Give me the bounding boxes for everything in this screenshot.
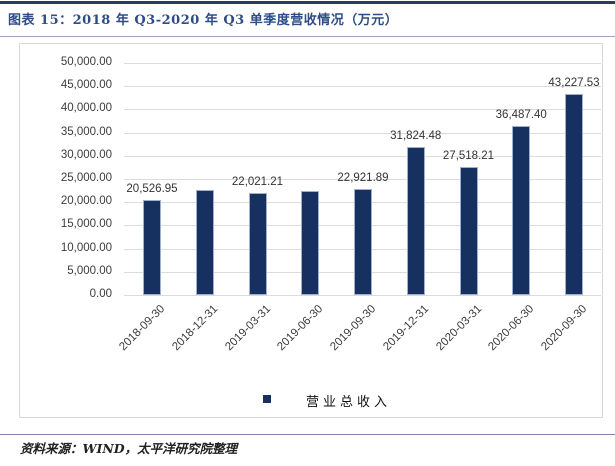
y-axis-tick-label: 50,000.00 bbox=[60, 56, 112, 68]
bar bbox=[459, 167, 478, 295]
y-axis-tick-label: 30,000.00 bbox=[60, 148, 112, 161]
y-axis-tick-label: 45,000.00 bbox=[60, 79, 112, 92]
bar-data-label: 20,526.95 bbox=[126, 182, 178, 195]
footer-divider bbox=[0, 434, 615, 435]
x-axis-tick-label: 2019-12-31 bbox=[381, 303, 432, 354]
y-axis-tick-label: 40,000.00 bbox=[60, 102, 112, 115]
bar-data-label: 27,518.21 bbox=[442, 150, 495, 163]
x-axis-tick-label: 2020-03-31 bbox=[433, 303, 484, 354]
gridline bbox=[124, 109, 601, 111]
gridline bbox=[124, 86, 601, 88]
x-axis-tick-label: 2018-12-31 bbox=[170, 303, 221, 354]
bar bbox=[565, 94, 583, 295]
bar bbox=[512, 125, 531, 295]
gridline bbox=[124, 179, 601, 180]
legend-square-marker bbox=[263, 395, 271, 403]
y-axis-tick-label: 10,000.00 bbox=[60, 241, 112, 254]
y-axis-tick-label: 0.00 bbox=[89, 288, 112, 300]
chart-legend: 营业总收入 bbox=[20, 391, 602, 409]
bar bbox=[195, 190, 214, 295]
bar-data-label: 31,824.48 bbox=[390, 130, 442, 143]
gridline bbox=[124, 295, 601, 296]
bar bbox=[354, 188, 372, 295]
y-axis-tick-label: 15,000.00 bbox=[60, 218, 112, 231]
figure-caption: 图表 15：2018 年 Q3-2020 年 Q3 单季度营收情况（万元） bbox=[8, 13, 399, 28]
y-axis-tick-label: 35,000.00 bbox=[60, 125, 112, 138]
source-note: 资料来源：WIND，太平洋研究院整理 bbox=[20, 441, 238, 456]
x-axis-tick-label: 2018-09-30 bbox=[117, 303, 168, 354]
x-axis-tick-label: 2019-03-31 bbox=[222, 303, 273, 354]
x-axis-tick-label: 2020-06-30 bbox=[486, 303, 537, 354]
bar bbox=[248, 192, 267, 295]
gridline bbox=[124, 155, 601, 157]
chart-panel: 营业总收入 0.00 5,000.00 10,000.00 15,000.00 20,0… bbox=[19, 43, 603, 418]
y-axis-tick-label: 20,000.00 bbox=[60, 195, 112, 208]
y-axis-tick-label: 5,000.00 bbox=[67, 264, 112, 277]
x-axis-tick-label: 2019-09-30 bbox=[328, 303, 379, 354]
bar-data-label: 22,021.21 bbox=[231, 175, 284, 188]
gridline bbox=[124, 63, 601, 64]
bar bbox=[406, 147, 425, 295]
x-axis-tick-label: 2019-06-30 bbox=[275, 303, 326, 354]
bar-data-label: 43,227.53 bbox=[548, 77, 600, 90]
gridline bbox=[124, 132, 601, 134]
bar bbox=[301, 190, 320, 295]
bar bbox=[143, 199, 161, 295]
legend-label: 营业总收入 bbox=[306, 394, 392, 409]
bar-data-label: 22,921.89 bbox=[337, 171, 389, 184]
top-divider bbox=[0, 1, 615, 4]
bar-data-label: 36,487.40 bbox=[495, 108, 547, 121]
caption-divider bbox=[0, 36, 615, 37]
x-axis-tick-label: 2020-09-30 bbox=[539, 303, 590, 354]
y-axis-tick-label: 25,000.00 bbox=[60, 172, 112, 184]
